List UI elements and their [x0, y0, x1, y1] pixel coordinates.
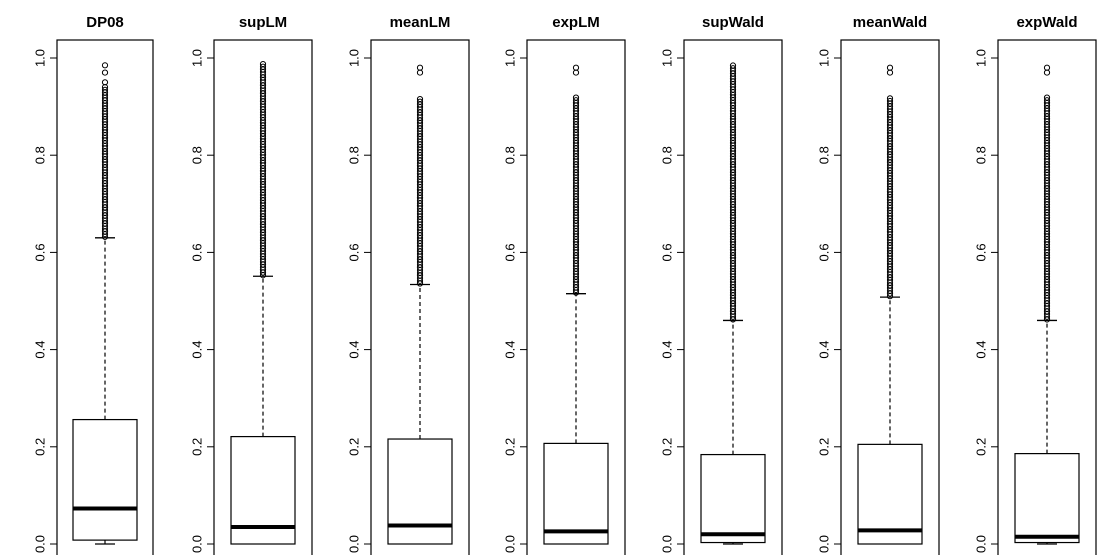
panel-0: DP08 0.0 0.2 0.4 0.6 0.8 1.0	[33, 14, 154, 555]
y-tick-label: 0.4	[33, 341, 48, 359]
y-tick-label: 0.8	[503, 146, 518, 164]
y-tick-label: 0.0	[347, 535, 362, 553]
panel-title: expWald	[1016, 14, 1077, 31]
y-tick-label: 0.2	[33, 438, 48, 456]
iqr-box	[1015, 454, 1079, 543]
y-tick-label: 0.6	[817, 243, 832, 261]
panel-6: expWald 0.0 0.2 0.4 0.6 0.8 1.0	[974, 14, 1097, 555]
y-tick-label: 0.2	[503, 438, 518, 456]
y-tick-label: 0.4	[660, 341, 675, 359]
y-tick-label: 0.0	[190, 535, 205, 553]
y-tick-label: 0.8	[817, 146, 832, 164]
iqr-box	[388, 439, 452, 544]
outlier-point	[102, 70, 107, 75]
y-tick-label: 0.8	[190, 146, 205, 164]
iqr-box	[73, 420, 137, 541]
y-tick-label: 0.2	[347, 438, 362, 456]
panel-5: meanWald 0.0 0.2 0.4 0.6 0.8 1.0	[817, 14, 940, 555]
panel-title: supLM	[239, 14, 287, 31]
panel-1: supLM 0.0 0.2 0.4 0.6 0.8 1.0	[190, 14, 313, 555]
y-tick-label: 0.8	[347, 146, 362, 164]
y-tick-label: 0.2	[817, 438, 832, 456]
y-tick-label: 0.8	[660, 146, 675, 164]
panel-3: expLM 0.0 0.2 0.4 0.6 0.8 1.0	[503, 14, 626, 555]
y-tick-label: 0.6	[33, 243, 48, 261]
panel-title: supWald	[702, 14, 764, 31]
y-tick-label: 1.0	[347, 49, 362, 67]
panel-title: DP08	[86, 14, 124, 31]
y-tick-label: 1.0	[660, 49, 675, 67]
panel-title: meanLM	[390, 14, 451, 31]
outlier-point	[102, 63, 107, 68]
y-tick-label: 0.4	[817, 341, 832, 359]
y-tick-label: 1.0	[33, 49, 48, 67]
panel-2: meanLM 0.0 0.2 0.4 0.6 0.8 1.0	[347, 14, 470, 555]
y-tick-label: 0.6	[974, 243, 989, 261]
y-tick-label: 0.6	[190, 243, 205, 261]
y-tick-label: 0.6	[660, 243, 675, 261]
y-tick-label: 0.6	[503, 243, 518, 261]
y-tick-label: 0.4	[190, 341, 205, 359]
y-tick-label: 0.0	[817, 535, 832, 553]
y-tick-label: 0.8	[33, 146, 48, 164]
y-tick-label: 1.0	[817, 49, 832, 67]
y-tick-label: 0.6	[347, 243, 362, 261]
y-tick-label: 1.0	[503, 49, 518, 67]
panel-4: supWald 0.0 0.2 0.4 0.6 0.8 1.0	[660, 14, 783, 555]
y-tick-label: 0.2	[660, 438, 675, 456]
y-tick-label: 0.0	[503, 535, 518, 553]
iqr-box	[701, 455, 765, 543]
y-tick-label: 0.2	[974, 438, 989, 456]
y-tick-label: 0.4	[347, 341, 362, 359]
y-tick-label: 0.0	[974, 535, 989, 553]
y-tick-label: 0.8	[974, 146, 989, 164]
panel-title: expLM	[552, 14, 600, 31]
y-tick-label: 0.4	[503, 341, 518, 359]
y-tick-label: 1.0	[190, 49, 205, 67]
y-tick-label: 1.0	[974, 49, 989, 67]
y-tick-label: 0.2	[190, 438, 205, 456]
y-tick-label: 0.4	[974, 341, 989, 359]
y-tick-label: 0.0	[660, 535, 675, 553]
iqr-box	[544, 443, 608, 544]
panel-title: meanWald	[853, 14, 927, 31]
y-tick-label: 0.0	[33, 535, 48, 553]
